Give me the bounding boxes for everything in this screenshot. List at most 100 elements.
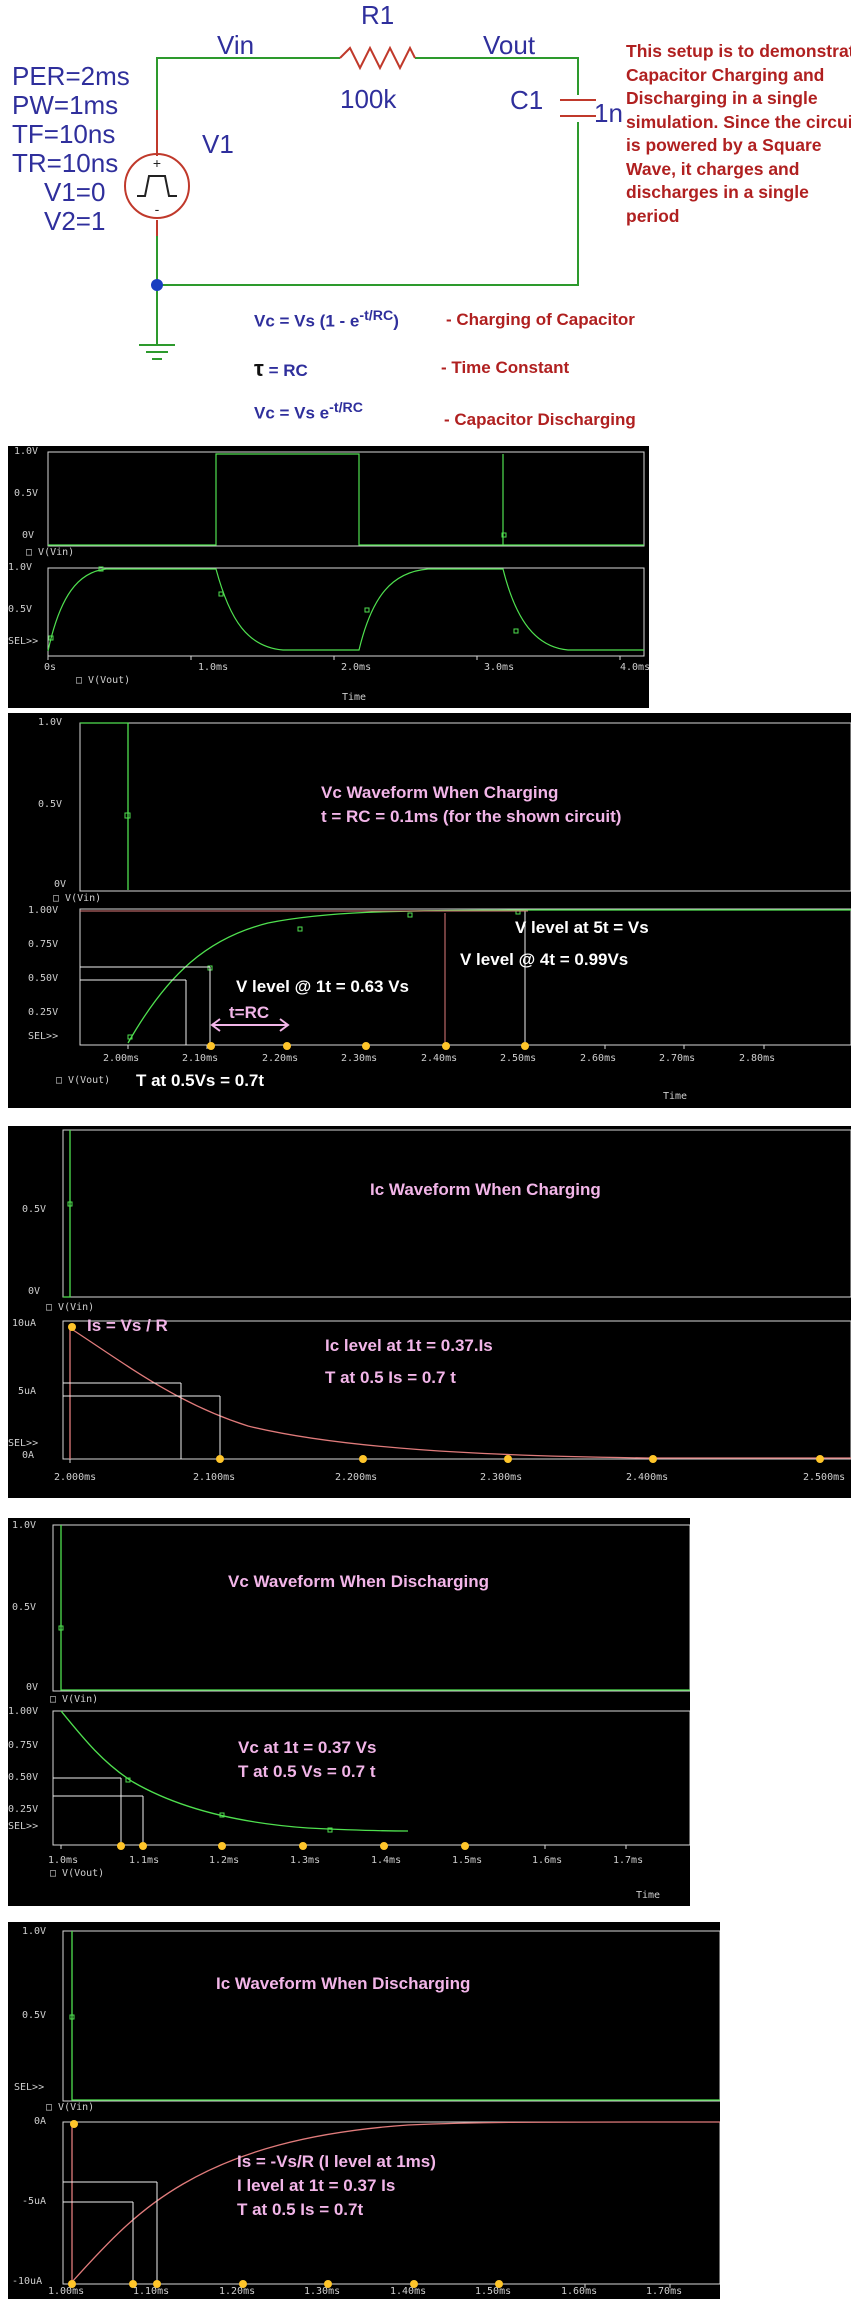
plot-ic-discharging: 1.0V 0.5V SEL>> □ V(Vin) 0A -5uA -10uA 1… <box>8 1922 720 2299</box>
param-tf: TF=10ns <box>12 119 116 149</box>
p3-annotation-1t: Ic level at 1t = 0.37.Is <box>325 1336 493 1355</box>
p2-annotation-1t: V level @ 1t = 0.63 Vs <box>236 977 409 996</box>
p5-x-tick-1: 1.00ms <box>48 2286 85 2297</box>
p2-x-label: Time <box>663 1091 688 1102</box>
p1-x-tick-1: 0s <box>44 662 57 673</box>
plot-square-wave-response: 1.0V 0.5V 0V □ V(Vin) 1.0V 0.5V SEL>> 0s… <box>8 446 651 708</box>
p1-top-tick-3: 0V <box>22 530 35 541</box>
p3-bot-tick-2: 5uA <box>18 1386 37 1397</box>
vin-square-wave <box>48 453 644 546</box>
p2-annotation-rc: t=RC <box>229 1003 270 1022</box>
p1-bot-tick-1: 1.0V <box>8 562 33 573</box>
p4-top-tick-2: 0.5V <box>12 1602 37 1613</box>
capacitor-label: C1 <box>510 85 544 115</box>
p4-vin-trace <box>60 1525 690 1691</box>
p5-annotation-half: T at 0.5 Is = 0.7t <box>237 2200 364 2219</box>
p5-top-tick-1: 1.0V <box>22 1926 47 1937</box>
p4-top-trace-label: □ V(Vin) <box>50 1694 99 1705</box>
p3-x-tick-1: 2.000ms <box>54 1472 97 1483</box>
discharging-equation: Vc = Vs e-t/RC <box>254 400 363 423</box>
plot-vc-discharging: 1.0V 0.5V 0V □ V(Vin) 1.00V 0.75V 0.50V … <box>8 1518 690 1906</box>
p1-x-tick-2: 1.0ms <box>198 662 229 673</box>
p5-bot-tick-2: -5uA <box>22 2196 47 2207</box>
p3-sel-marker: SEL>> <box>8 1438 39 1449</box>
p2-rc-arrow <box>210 1018 290 1032</box>
p5-bot-tick-3: -10uA <box>12 2276 43 2287</box>
param-per: PER=2ms <box>12 61 130 91</box>
source-parameters: PER=2ms PW=1ms TF=10ns TR=10ns V1=0 V2=1 <box>12 62 130 236</box>
p4-x-tick-5: 1.4ms <box>371 1855 402 1866</box>
p3-ic-charging-curve <box>69 1327 851 1459</box>
p4-x-tick-1: 1.0ms <box>48 1855 79 1866</box>
p2-vin-trace <box>80 722 129 890</box>
time-constant-desc: - Time Constant <box>441 358 570 377</box>
p5-annotation-1t: I level at 1t = 0.37 Is <box>237 2176 396 2195</box>
resistor-label: R1 <box>361 0 395 30</box>
p4-bot-tick-4: 0.25V <box>8 1804 39 1815</box>
voltage-source-symbol: + - <box>124 110 190 236</box>
p2-bot-tick-2: 0.75V <box>28 939 59 950</box>
p4-annotation-1t: Vc at 1t = 0.37 Vs <box>238 1738 377 1757</box>
p4-x-tick-3: 1.2ms <box>209 1855 240 1866</box>
p4-bot-tick-3: 0.50V <box>8 1772 39 1783</box>
source-name: V1 <box>202 129 234 159</box>
p5-sel-marker: SEL>> <box>14 2082 45 2093</box>
p3-bot-tick-3: 0A <box>22 1450 35 1461</box>
p5-ic-discharging-curve <box>71 2121 720 2283</box>
p4-bot-tick-2: 0.75V <box>8 1740 39 1751</box>
p2-x-tick-4: 2.30ms <box>341 1053 378 1064</box>
capacitor-value: 1n <box>594 98 623 128</box>
p3-vin-trace <box>63 1130 71 1298</box>
ground-symbol <box>139 344 175 360</box>
p3-x-tick-6: 2.500ms <box>803 1472 846 1483</box>
p2-x-tick-5: 2.40ms <box>421 1053 458 1064</box>
explanation-note: This setup is to demonstrate Capacitor C… <box>626 41 851 226</box>
p2-bot-tick-4: 0.25V <box>28 1007 59 1018</box>
p4-top-tick-1: 1.0V <box>12 1520 37 1531</box>
charging-equation-desc: - Charging of Capacitor <box>446 310 635 329</box>
svg-text:-: - <box>155 201 160 217</box>
p1-top-trace-label: □ V(Vin) <box>26 547 75 558</box>
discharging-equation-desc: - Capacitor Discharging <box>444 410 636 429</box>
p5-x-tick-7: 1.60ms <box>561 2286 598 2297</box>
p1-x-tick-5: 4.0ms <box>620 662 651 673</box>
p4-sel-marker: SEL>> <box>8 1821 39 1832</box>
p3-top-tick-2: 0V <box>28 1286 41 1297</box>
charging-equation: Vc = Vs (1 - e-t/RC) <box>254 308 399 331</box>
p2-x-tick-8: 2.70ms <box>659 1053 696 1064</box>
param-tr: TR=10ns <box>12 148 119 178</box>
p2-subtitle: t = RC = 0.1ms (for the shown circuit) <box>321 807 622 826</box>
p4-x-tick-6: 1.5ms <box>452 1855 483 1866</box>
p4-x-tick-4: 1.3ms <box>290 1855 321 1866</box>
param-pw: PW=1ms <box>12 90 119 120</box>
p3-bot-tick-1: 10uA <box>12 1318 37 1329</box>
p3-x-tick-2: 2.100ms <box>193 1472 236 1483</box>
p1-bot-trace-label: □ V(Vout) <box>76 675 131 686</box>
resistor-symbol <box>339 45 416 71</box>
p1-sel-marker: SEL>> <box>8 636 39 647</box>
p4-top-tick-3: 0V <box>26 1682 39 1693</box>
p4-title: Vc Waveform When Discharging <box>228 1572 490 1591</box>
p1-x-tick-4: 3.0ms <box>484 662 515 673</box>
p1-top-tick-1: 1.0V <box>14 446 39 457</box>
p2-x-tick-6: 2.50ms <box>500 1053 537 1064</box>
p2-sel-marker: SEL>> <box>28 1031 59 1042</box>
p3-annotation-half: T at 0.5 Is = 0.7 t <box>325 1368 456 1387</box>
p1-x-tick-3: 2.0ms <box>341 662 372 673</box>
p5-x-tick-8: 1.70ms <box>646 2286 683 2297</box>
node-vout-label: Vout <box>483 30 536 60</box>
p2-bot-tick-1: 1.00V <box>28 905 59 916</box>
capacitor-symbol <box>560 99 596 117</box>
p5-x-tick-4: 1.30ms <box>304 2286 341 2297</box>
p2-bot-trace-label: □ V(Vout) <box>56 1075 111 1086</box>
junction-node <box>151 279 163 291</box>
p5-x-tick-6: 1.50ms <box>475 2286 512 2297</box>
p2-x-tick-3: 2.20ms <box>262 1053 299 1064</box>
p2-top-trace-label: □ V(Vin) <box>53 893 102 904</box>
p2-title: Vc Waveform When Charging <box>321 783 559 802</box>
vout-exponential-wave <box>47 568 644 652</box>
p2-bot-tick-3: 0.50V <box>28 973 59 984</box>
p2-x-tick-7: 2.60ms <box>580 1053 617 1064</box>
p2-annotation-4t: V level @ 4t = 0.99Vs <box>460 950 629 969</box>
p3-x-tick-3: 2.200ms <box>335 1472 378 1483</box>
